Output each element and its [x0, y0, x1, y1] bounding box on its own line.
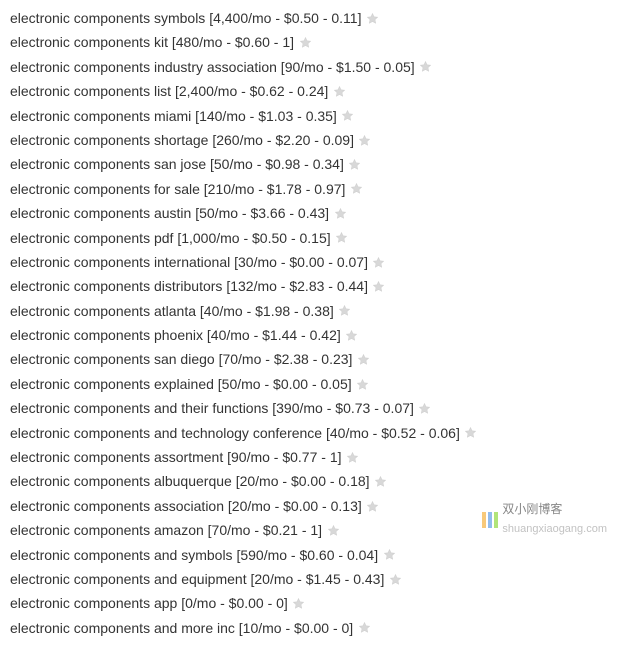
keyword-row[interactable]: electronic components international [30/… [10, 250, 607, 274]
keyword-text: electronic components san jose [50/mo - … [10, 153, 344, 175]
keyword-row[interactable]: electronic components miami [140/mo - $1… [10, 104, 607, 128]
keyword-text: electronic components industry associati… [10, 56, 415, 78]
keyword-text: electronic components list [2,400/mo - $… [10, 80, 328, 102]
star-icon[interactable] [298, 36, 312, 50]
keyword-row[interactable]: electronic components industry associati… [10, 55, 607, 79]
star-icon[interactable] [372, 279, 386, 293]
watermark-text: 双小刚博客 shuangxiaogang.com [502, 500, 607, 539]
keyword-row[interactable]: electronic components kit [480/mo - $0.6… [10, 30, 607, 54]
star-icon[interactable] [382, 548, 396, 562]
watermark: 双小刚博客 shuangxiaogang.com [482, 500, 607, 539]
keyword-row[interactable]: electronic components phoenix [40/mo - $… [10, 323, 607, 347]
star-icon[interactable] [292, 597, 306, 611]
keyword-text: electronic components atlanta [40/mo - $… [10, 300, 334, 322]
keyword-text: electronic components assortment [90/mo … [10, 446, 342, 468]
keyword-text: electronic components and their function… [10, 397, 414, 419]
keyword-row[interactable]: electronic components and equipment [20/… [10, 567, 607, 591]
keyword-row[interactable]: electronic components austin [50/mo - $3… [10, 201, 607, 225]
star-icon[interactable] [346, 450, 360, 464]
keyword-text: electronic components shortage [260/mo -… [10, 129, 354, 151]
star-icon[interactable] [333, 206, 347, 220]
keyword-row[interactable]: electronic components shortage [260/mo -… [10, 128, 607, 152]
star-icon[interactable] [374, 475, 388, 489]
keyword-row[interactable]: electronic components and their function… [10, 396, 607, 420]
keyword-text: electronic components and equipment [20/… [10, 568, 384, 590]
star-icon[interactable] [326, 523, 340, 537]
star-icon[interactable] [418, 401, 432, 415]
keyword-text: electronic components and technology con… [10, 422, 460, 444]
keyword-text: electronic components phoenix [40/mo - $… [10, 324, 341, 346]
keyword-text: electronic components san diego [70/mo -… [10, 348, 352, 370]
keyword-row[interactable]: electronic components symbols [4,400/mo … [10, 6, 607, 30]
keyword-text: electronic components amazon [70/mo - $0… [10, 519, 322, 541]
keyword-text: electronic components miami [140/mo - $1… [10, 105, 337, 127]
keyword-row[interactable]: electronic components atlanta [40/mo - $… [10, 299, 607, 323]
keyword-row[interactable]: electronic components explained [50/mo -… [10, 372, 607, 396]
keyword-text: electronic components and symbols [590/m… [10, 544, 378, 566]
star-icon[interactable] [356, 377, 370, 391]
keyword-row[interactable]: electronic components san jose [50/mo - … [10, 152, 607, 176]
star-icon[interactable] [366, 499, 380, 513]
keyword-text: electronic components austin [50/mo - $3… [10, 202, 329, 224]
star-icon[interactable] [419, 60, 433, 74]
keyword-row[interactable]: electronic components assortment [90/mo … [10, 445, 607, 469]
star-icon[interactable] [335, 231, 349, 245]
star-icon[interactable] [388, 572, 402, 586]
keyword-row[interactable]: electronic components distributors [132/… [10, 274, 607, 298]
watermark-bar-2 [488, 512, 492, 528]
keyword-list: electronic components symbols [4,400/mo … [10, 6, 607, 640]
keyword-row[interactable]: electronic components for sale [210/mo -… [10, 177, 607, 201]
star-icon[interactable] [332, 84, 346, 98]
watermark-main: 双小刚博客 [502, 502, 562, 516]
star-icon[interactable] [338, 304, 352, 318]
keyword-row[interactable]: electronic components and symbols [590/m… [10, 543, 607, 567]
keyword-text: electronic components albuquerque [20/mo… [10, 470, 370, 492]
star-icon[interactable] [365, 11, 379, 25]
keyword-text: electronic components symbols [4,400/mo … [10, 7, 361, 29]
keyword-row[interactable]: electronic components and more inc [10/m… [10, 616, 607, 640]
watermark-sub: shuangxiaogang.com [502, 523, 607, 535]
watermark-bar-3 [494, 512, 498, 528]
star-icon[interactable] [348, 158, 362, 172]
star-icon[interactable] [341, 109, 355, 123]
keyword-text: electronic components pdf [1,000/mo - $0… [10, 227, 331, 249]
keyword-row[interactable]: electronic components and technology con… [10, 421, 607, 445]
keyword-text: electronic components association [20/mo… [10, 495, 362, 517]
keyword-text: electronic components international [30/… [10, 251, 368, 273]
keyword-text: electronic components distributors [132/… [10, 275, 368, 297]
star-icon[interactable] [372, 255, 386, 269]
watermark-bars [482, 512, 498, 528]
keyword-text: electronic components explained [50/mo -… [10, 373, 352, 395]
keyword-text: electronic components and more inc [10/m… [10, 617, 353, 639]
keyword-row[interactable]: electronic components san diego [70/mo -… [10, 347, 607, 371]
keyword-text: electronic components for sale [210/mo -… [10, 178, 345, 200]
keyword-row[interactable]: electronic components list [2,400/mo - $… [10, 79, 607, 103]
keyword-row[interactable]: electronic components app [0/mo - $0.00 … [10, 591, 607, 615]
keyword-text: electronic components kit [480/mo - $0.6… [10, 31, 294, 53]
keyword-text: electronic components app [0/mo - $0.00 … [10, 592, 288, 614]
star-icon[interactable] [357, 621, 371, 635]
star-icon[interactable] [356, 353, 370, 367]
star-icon[interactable] [464, 426, 478, 440]
watermark-bar-1 [482, 512, 486, 528]
star-icon[interactable] [358, 133, 372, 147]
star-icon[interactable] [345, 328, 359, 342]
keyword-row[interactable]: electronic components albuquerque [20/mo… [10, 469, 607, 493]
star-icon[interactable] [349, 182, 363, 196]
keyword-row[interactable]: electronic components pdf [1,000/mo - $0… [10, 226, 607, 250]
